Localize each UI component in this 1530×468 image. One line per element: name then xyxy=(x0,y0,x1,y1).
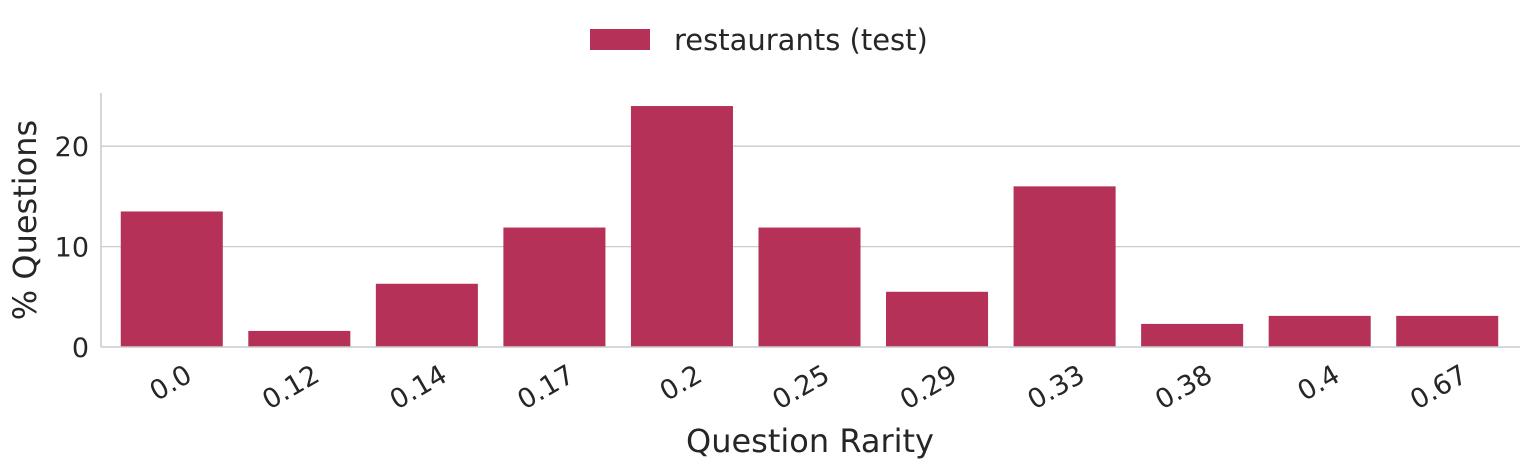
bar xyxy=(375,283,478,347)
bar xyxy=(1013,186,1116,347)
x-tick-label: 0.2 xyxy=(655,359,708,407)
x-tick-label: 0.14 xyxy=(385,359,453,416)
x-axis-label: Question Rarity xyxy=(686,422,934,460)
legend: restaurants (test) xyxy=(590,23,928,57)
x-tick-label: 0.67 xyxy=(1405,359,1473,416)
bar xyxy=(630,106,733,347)
y-axis-label: % Questions xyxy=(6,120,44,320)
x-tick-labels: 0.0 0.12 0.14 0.17 0.2 0.25 0.29 0.33 0.38 0.4 0.6… xyxy=(145,359,1473,416)
x-tick-label: 0.33 xyxy=(1023,359,1091,416)
bar xyxy=(758,227,861,347)
y-tick-label: 20 xyxy=(55,132,89,163)
y-tick-label: 10 xyxy=(55,233,89,264)
x-tick-label: 0.12 xyxy=(257,359,325,416)
bar xyxy=(1396,315,1499,347)
x-tick-label: 0.17 xyxy=(512,359,580,416)
x-tick-label: 0.4 xyxy=(1292,359,1345,407)
bar xyxy=(1268,315,1371,347)
bar xyxy=(886,291,989,347)
bar xyxy=(120,211,223,347)
legend-label: restaurants (test) xyxy=(674,23,928,57)
bar xyxy=(1141,323,1244,347)
y-tick-labels: 0 10 20 xyxy=(55,132,89,364)
bars xyxy=(120,106,1499,347)
x-tick-label: 0.0 xyxy=(145,359,198,407)
legend-swatch xyxy=(590,29,650,50)
bar xyxy=(503,227,606,347)
x-tick-label: 0.29 xyxy=(895,359,963,416)
x-tick-label: 0.25 xyxy=(767,359,835,416)
bar xyxy=(248,330,351,347)
y-tick-label: 0 xyxy=(72,333,89,364)
x-tick-label: 0.38 xyxy=(1150,359,1218,416)
